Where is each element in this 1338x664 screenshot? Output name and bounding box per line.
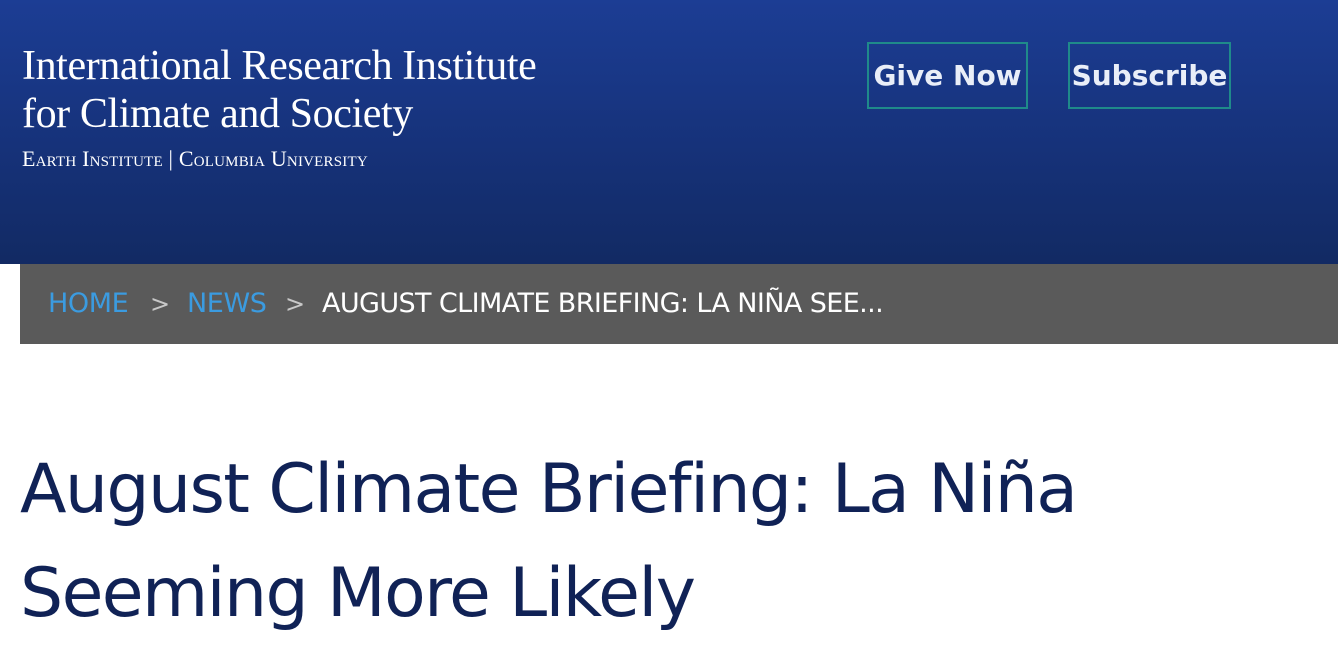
site-logo[interactable]: International Research Institute for Cli… (22, 42, 537, 172)
subscribe-button[interactable]: Subscribe (1068, 42, 1231, 109)
give-now-button[interactable]: Give Now (867, 42, 1028, 109)
breadcrumb-separator: > (285, 290, 306, 318)
breadcrumb-home-link[interactable]: HOME (48, 288, 129, 319)
breadcrumb-news-link[interactable]: NEWS (187, 288, 267, 319)
article-title: August Climate Briefing: La Niña Seeming… (20, 450, 1078, 633)
breadcrumb-current-page: AUGUST CLIMATE BRIEFING: LA NIÑA SEE... (322, 288, 884, 319)
site-header: International Research Institute for Cli… (0, 0, 1338, 264)
breadcrumb: HOME > NEWS > AUGUST CLIMATE BRIEFING: L… (20, 264, 1338, 344)
logo-title-line: International Research Institute (22, 43, 537, 89)
logo-subtitle-line: for Climate and Society (22, 91, 413, 137)
breadcrumb-separator: > (150, 290, 171, 318)
logo-affiliation-line: Earth Institute | Columbia University (22, 146, 368, 171)
